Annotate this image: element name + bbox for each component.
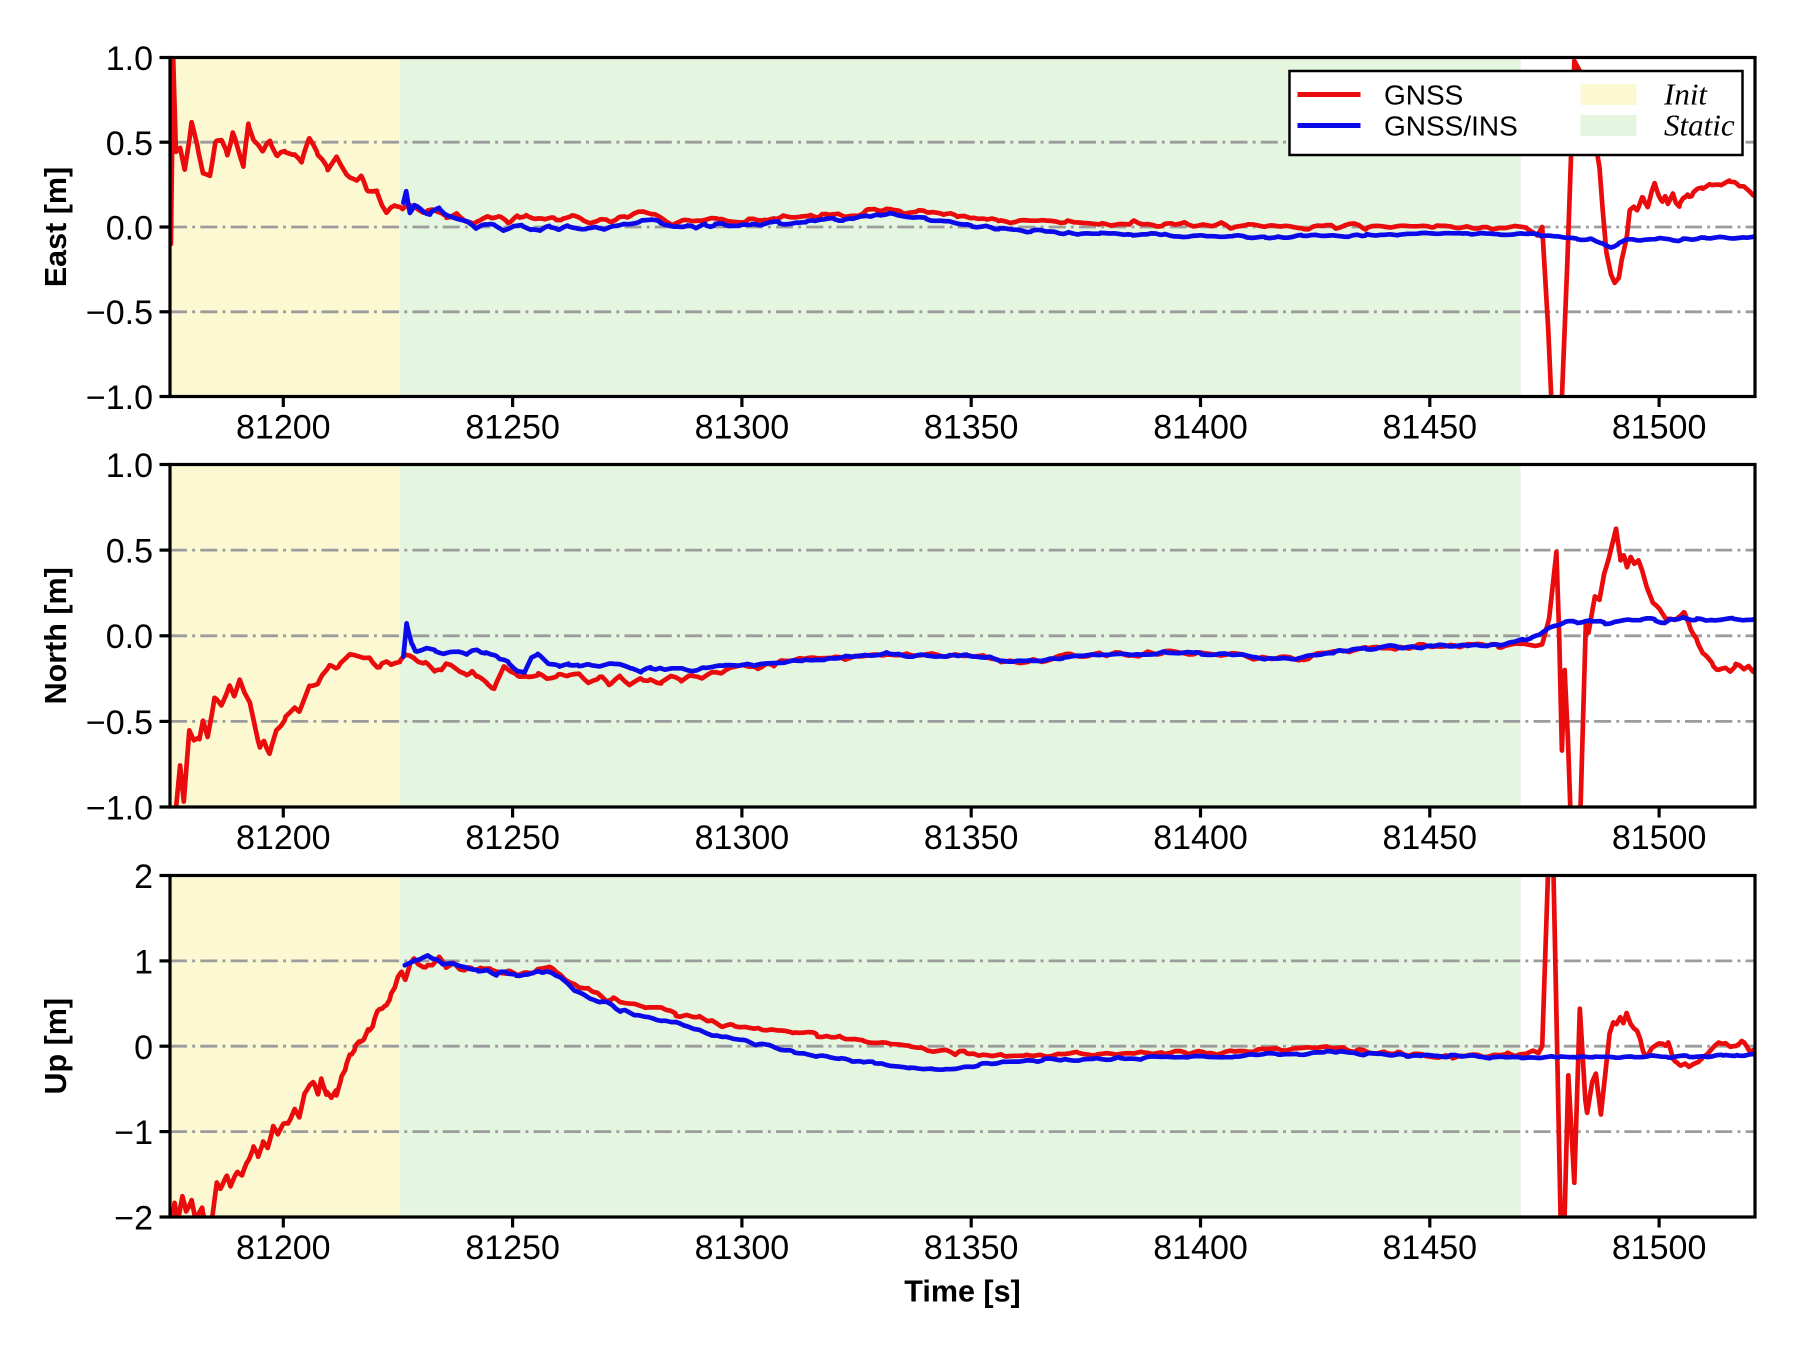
svg-text:East [m]: East [m] xyxy=(39,167,73,287)
svg-text:−0.5: −0.5 xyxy=(86,294,153,332)
svg-text:0: 0 xyxy=(134,1029,153,1067)
svg-text:−2: −2 xyxy=(114,1200,153,1238)
svg-text:−1.0: −1.0 xyxy=(86,379,153,417)
svg-text:1: 1 xyxy=(134,943,153,981)
svg-text:81400: 81400 xyxy=(1153,819,1248,857)
svg-text:81200: 81200 xyxy=(236,1229,331,1267)
svg-text:81300: 81300 xyxy=(695,408,790,446)
svg-text:Init: Init xyxy=(1663,77,1708,112)
svg-text:GNSS/INS: GNSS/INS xyxy=(1384,111,1518,142)
svg-text:81250: 81250 xyxy=(465,1229,560,1267)
svg-text:−1.0: −1.0 xyxy=(86,790,153,828)
svg-text:81300: 81300 xyxy=(695,819,790,857)
svg-text:81250: 81250 xyxy=(465,408,560,446)
svg-text:0.0: 0.0 xyxy=(106,210,153,248)
svg-text:81350: 81350 xyxy=(924,819,1019,857)
svg-text:Static: Static xyxy=(1664,108,1735,143)
svg-text:81450: 81450 xyxy=(1383,819,1478,857)
svg-text:81450: 81450 xyxy=(1383,1229,1478,1267)
svg-text:Up [m]: Up [m] xyxy=(39,998,73,1095)
svg-text:0.0: 0.0 xyxy=(106,618,153,656)
svg-text:81350: 81350 xyxy=(924,408,1019,446)
svg-text:81350: 81350 xyxy=(924,1229,1019,1267)
svg-text:81200: 81200 xyxy=(236,408,331,446)
svg-text:Time [s]: Time [s] xyxy=(904,1275,1020,1309)
svg-text:1.0: 1.0 xyxy=(106,40,153,78)
svg-text:81200: 81200 xyxy=(236,819,331,857)
svg-text:1.0: 1.0 xyxy=(106,447,153,485)
svg-text:0.5: 0.5 xyxy=(106,125,153,163)
svg-text:North [m]: North [m] xyxy=(39,567,73,704)
svg-text:0.5: 0.5 xyxy=(106,533,153,571)
svg-text:81450: 81450 xyxy=(1383,408,1478,446)
svg-text:81250: 81250 xyxy=(465,819,560,857)
svg-text:81500: 81500 xyxy=(1612,1229,1707,1267)
svg-text:−1: −1 xyxy=(114,1114,153,1152)
svg-text:2: 2 xyxy=(134,858,153,896)
svg-text:81400: 81400 xyxy=(1153,1229,1248,1267)
svg-text:81400: 81400 xyxy=(1153,408,1248,446)
svg-text:−0.5: −0.5 xyxy=(86,704,153,742)
svg-text:81300: 81300 xyxy=(695,1229,790,1267)
svg-text:GNSS: GNSS xyxy=(1384,80,1463,111)
svg-text:81500: 81500 xyxy=(1612,819,1707,857)
svg-text:81500: 81500 xyxy=(1612,408,1707,446)
